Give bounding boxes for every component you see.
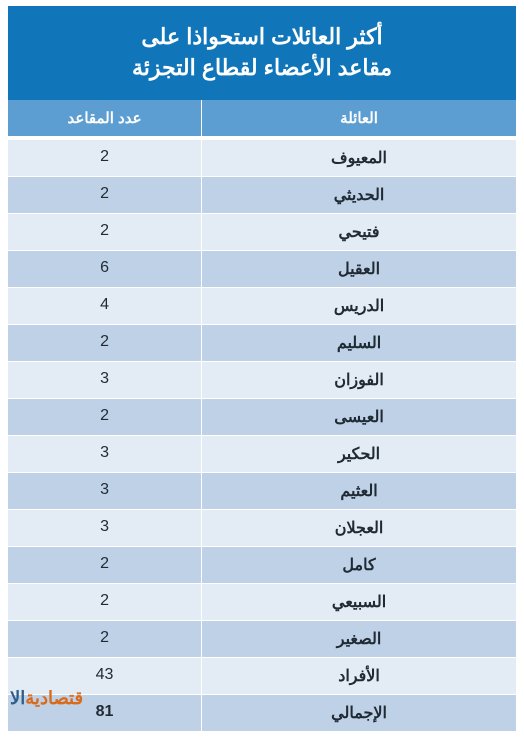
logo-part-rest: قتصادية [25, 688, 83, 709]
family-cell: كامل [201, 547, 516, 583]
family-cell: العيسى [201, 399, 516, 435]
seats-cell: 2 [8, 214, 201, 250]
family-cell: العثيم [201, 473, 516, 509]
title-line-1: أكثر العائلات استحواذا على [28, 22, 496, 53]
seats-cell: 2 [8, 621, 201, 657]
family-cell: العقيل [201, 251, 516, 287]
seats-cell: 2 [8, 140, 201, 176]
seats-cell: 3 [8, 436, 201, 472]
family-cell: الصغير [201, 621, 516, 657]
table-container: أكثر العائلات استحواذا على مقاعد الأعضاء… [0, 0, 524, 737]
family-cell: السليم [201, 325, 516, 361]
seats-cell: 2 [8, 584, 201, 620]
header-family: العائلة [201, 100, 516, 136]
family-cell: الدريس [201, 288, 516, 324]
table-row: المعيوف2 [8, 140, 516, 176]
seats-cell: 3 [8, 510, 201, 546]
family-cell: الفوزان [201, 362, 516, 398]
table-row: العقيل6 [8, 250, 516, 287]
family-cell: العجلان [201, 510, 516, 546]
table-row: الدريس4 [8, 287, 516, 324]
family-cell: الحكير [201, 436, 516, 472]
seats-cell: 2 [8, 547, 201, 583]
family-cell: السبيعي [201, 584, 516, 620]
table-row: الحكير3 [8, 435, 516, 472]
seats-cell: 2 [8, 177, 201, 213]
seats-cell: 6 [8, 251, 201, 287]
seats-cell: 2 [8, 325, 201, 361]
total-row: الإجمالي81 [8, 694, 516, 731]
page-container: أكثر العائلات استحواذا على مقاعد الأعضاء… [0, 0, 524, 717]
table-row: العثيم3 [8, 472, 516, 509]
family-cell: فتيحي [201, 214, 516, 250]
seats-cell: 2 [8, 399, 201, 435]
logo-part-al: الا [10, 688, 25, 709]
table-row: الأفراد43 [8, 657, 516, 694]
seats-cell: 3 [8, 473, 201, 509]
family-cell: المعيوف [201, 140, 516, 176]
family-cell: الحديثي [201, 177, 516, 213]
table-row: السليم2 [8, 324, 516, 361]
table-header-row: العائلة عدد المقاعد [8, 100, 516, 136]
total-family-cell: الإجمالي [201, 695, 516, 731]
table-row: العيسى2 [8, 398, 516, 435]
table-row: العجلان3 [8, 509, 516, 546]
table-body: المعيوف2الحديثي2فتيحي2العقيل6الدريس4السل… [8, 136, 516, 731]
table-row: الحديثي2 [8, 176, 516, 213]
table-row: الصغير2 [8, 620, 516, 657]
seats-cell: 4 [8, 288, 201, 324]
table-row: كامل2 [8, 546, 516, 583]
table-title: أكثر العائلات استحواذا على مقاعد الأعضاء… [8, 6, 516, 100]
table-row: الفوزان3 [8, 361, 516, 398]
header-seats: عدد المقاعد [8, 100, 201, 136]
publisher-logo: الاقتصادية [10, 688, 83, 709]
table-row: فتيحي2 [8, 213, 516, 250]
table-row: السبيعي2 [8, 583, 516, 620]
title-line-2: مقاعد الأعضاء لقطاع التجزئة [28, 53, 496, 84]
seats-cell: 3 [8, 362, 201, 398]
family-cell: الأفراد [201, 658, 516, 694]
